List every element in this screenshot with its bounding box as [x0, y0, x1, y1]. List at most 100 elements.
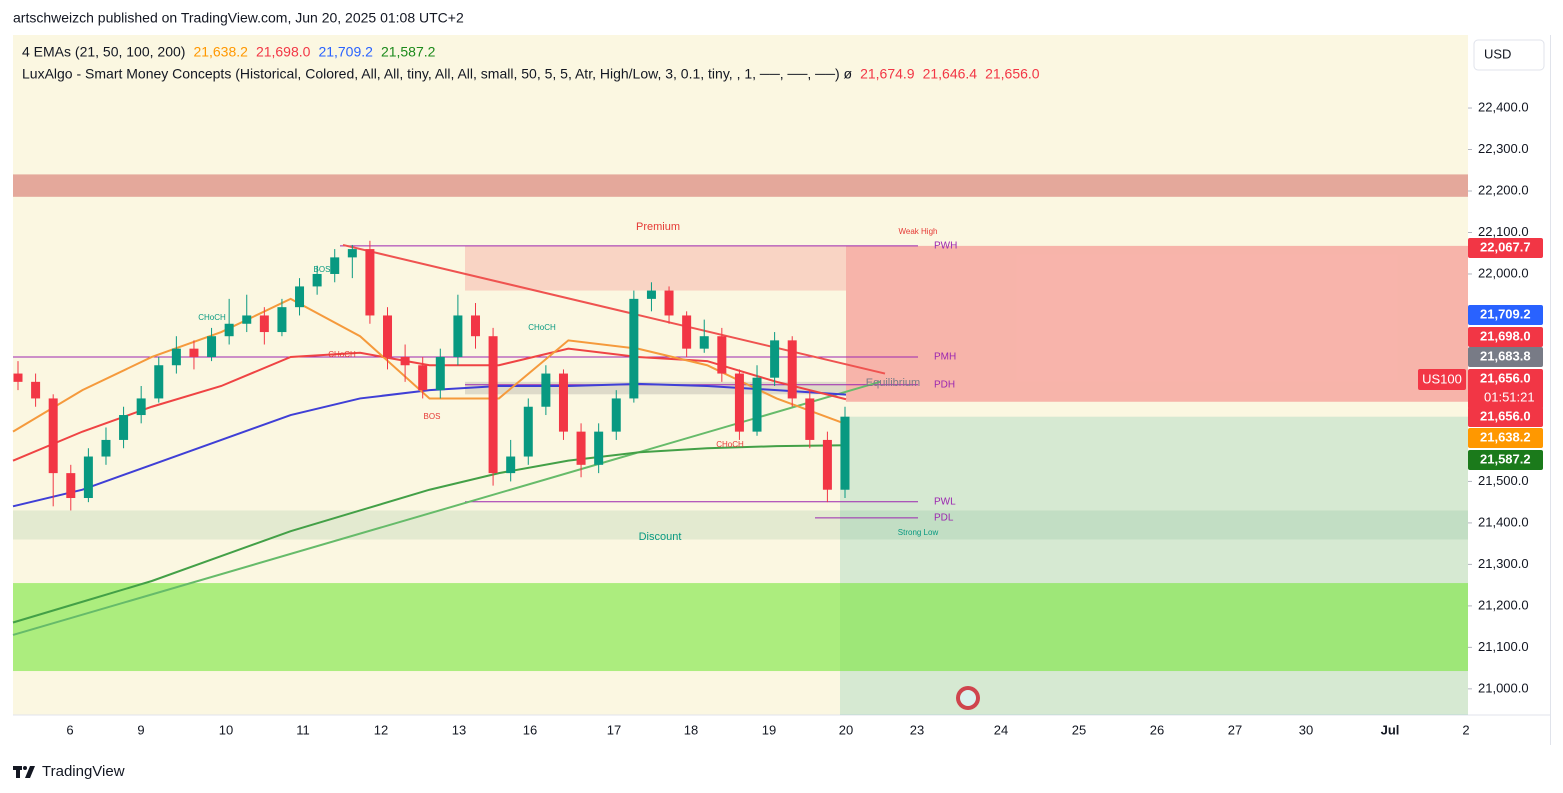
y-tick-label: 22,400.0 — [1478, 99, 1529, 114]
annotation: Equilibrium — [866, 377, 920, 389]
candle-body — [752, 377, 762, 432]
countdown: 01:51:21 — [1484, 389, 1535, 404]
annotation: CHoCH — [198, 313, 226, 322]
x-tick-label: 30 — [1299, 722, 1313, 737]
zone — [13, 583, 1468, 672]
x-tick-label: 10 — [219, 722, 233, 737]
x-tick-label: 19 — [762, 722, 776, 737]
price-label: 22,067.7 — [1480, 239, 1531, 254]
price-label-box — [1468, 327, 1543, 347]
price-label-box — [1468, 407, 1543, 427]
zone — [13, 174, 1468, 197]
price-label: 21,683.8 — [1480, 348, 1531, 363]
price-label: 21,638.2 — [1480, 429, 1531, 444]
candle-body — [699, 336, 709, 349]
x-tick-label: 18 — [684, 722, 698, 737]
y-tick-label: 21,300.0 — [1478, 556, 1529, 571]
legend-label: LuxAlgo - Smart Money Concepts (Historic… — [22, 66, 853, 82]
candle-body — [31, 381, 41, 399]
currency-button[interactable] — [1473, 39, 1545, 71]
legend-value: 21,638.2 — [193, 44, 248, 60]
candle-body — [594, 431, 604, 465]
legend-value: 21,674.9 — [860, 66, 915, 82]
x-tick-label: 25 — [1072, 722, 1086, 737]
annotation: Discount — [639, 531, 682, 543]
x-tick-label: 9 — [137, 722, 144, 737]
y-tick-label: 22,100.0 — [1478, 224, 1529, 239]
candle-body — [470, 315, 480, 337]
candle-body — [13, 373, 23, 382]
zone — [465, 245, 846, 291]
candle-body — [259, 315, 269, 333]
x-tick-label: 23 — [910, 722, 924, 737]
candle-body — [224, 323, 234, 337]
price-label-box — [1468, 450, 1543, 470]
candle-body — [840, 416, 850, 490]
legend-value: 21,656.0 — [985, 66, 1040, 82]
footer: TradingView — [42, 763, 125, 780]
x-tick-label: 27 — [1228, 722, 1242, 737]
price-label-box — [1468, 369, 1543, 409]
y-tick-label: 21,500.0 — [1478, 473, 1529, 488]
candle-body — [330, 257, 340, 274]
candle-body — [207, 336, 217, 357]
candle-body — [822, 439, 832, 490]
annotation: Premium — [636, 221, 680, 233]
zone — [13, 510, 1468, 540]
legend-label: 4 EMAs (21, 50, 100, 200) — [22, 44, 185, 60]
price-label-box — [1468, 238, 1543, 258]
zone — [846, 245, 1468, 402]
candle-body — [83, 456, 93, 499]
candle-body — [418, 365, 428, 391]
level-label: PDH — [934, 379, 955, 390]
candle-body — [541, 373, 551, 407]
annotation: BOS — [314, 265, 331, 274]
candle-body — [629, 298, 639, 399]
annotation: CHoCH — [716, 440, 744, 449]
ema-line — [12, 297, 847, 433]
candle-body — [717, 336, 727, 374]
x-tick-label: 26 — [1150, 722, 1164, 737]
x-tick-label: 12 — [374, 722, 388, 737]
price-label: 21,698.0 — [1480, 328, 1531, 343]
x-tick-label: 6 — [66, 722, 73, 737]
annotation: BOS — [424, 412, 441, 421]
candle-body — [189, 348, 199, 357]
y-tick-label: 21,100.0 — [1478, 639, 1529, 654]
x-tick-label: 24 — [994, 722, 1008, 737]
y-tick-label: 22,200.0 — [1478, 182, 1529, 197]
x-tick-label: 13 — [452, 722, 466, 737]
level-label: PMH — [934, 352, 956, 363]
candle-body — [664, 290, 674, 316]
candle-body — [295, 286, 305, 308]
legend-value: 21,698.0 — [256, 44, 311, 60]
candle-body — [154, 365, 164, 399]
y-tick-label: 21,400.0 — [1478, 514, 1529, 529]
level-label: PWH — [934, 241, 957, 252]
candle-body — [770, 340, 780, 378]
candle-body — [576, 431, 586, 465]
symbol: US100 — [1422, 371, 1462, 386]
candle-body — [383, 315, 393, 357]
x-tick-label: 2 — [1462, 722, 1469, 737]
header: artschweizch published on TradingView.co… — [13, 10, 464, 26]
price-label-box — [1468, 428, 1543, 448]
x-tick-label: 17 — [607, 722, 621, 737]
ema-line — [12, 444, 847, 624]
candle-body — [400, 356, 410, 366]
candle-body — [66, 473, 76, 499]
candle-body — [734, 373, 744, 432]
candle-body — [682, 315, 692, 349]
candle-body — [453, 315, 463, 357]
candle-body — [119, 415, 129, 440]
event-icon-inner — [960, 690, 976, 706]
candle-body — [787, 340, 797, 399]
annotation: Weak High — [899, 227, 938, 236]
x-tick-label: 16 — [523, 722, 537, 737]
y-tick-label: 22,000.0 — [1478, 265, 1529, 280]
annotation: Strong Low — [898, 528, 939, 537]
candle-body — [242, 315, 252, 324]
annotation: CHoCH — [528, 323, 556, 332]
logo — [13, 766, 35, 778]
ema-line — [12, 382, 847, 508]
